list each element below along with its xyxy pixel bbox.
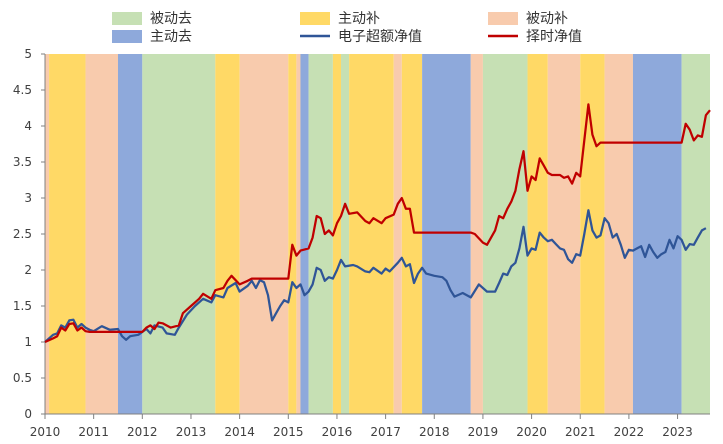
- x-tick-label: 2018: [419, 425, 450, 439]
- x-tick-label: 2021: [565, 425, 596, 439]
- x-tick-label: 2013: [176, 425, 207, 439]
- legend-swatch: [488, 12, 518, 25]
- x-tick-label: 2022: [614, 425, 645, 439]
- regime-band: [527, 54, 548, 414]
- regime-band: [604, 54, 633, 414]
- regime-band: [470, 54, 483, 414]
- regime-band: [296, 54, 301, 414]
- x-tick-label: 2010: [30, 425, 61, 439]
- x-tick-label: 2012: [127, 425, 158, 439]
- x-tick-label: 2014: [224, 425, 255, 439]
- series-line: [44, 209, 707, 343]
- x-tick-label: 2023: [662, 425, 693, 439]
- regime-bands: [45, 54, 710, 414]
- y-tick-label: 5: [24, 47, 32, 61]
- regime-band: [547, 54, 581, 414]
- x-tick-label: 2017: [370, 425, 401, 439]
- y-tick-label: 0.5: [13, 371, 32, 385]
- y-tick-label: 4.5: [13, 83, 32, 97]
- legend-swatch: [300, 12, 330, 25]
- series-lines: [44, 103, 711, 344]
- legend-label: 被动去: [150, 11, 192, 27]
- regime-band: [239, 54, 289, 414]
- regime-band: [349, 54, 394, 414]
- regime-band: [632, 54, 682, 414]
- legend-swatch: [112, 30, 142, 43]
- legend-label: 电子超额净值: [338, 29, 422, 45]
- legend-label: 主动去: [150, 29, 192, 45]
- regime-band: [422, 54, 471, 414]
- axes: 0 0.5 1 1.5 2 2.5 3 3.5 4 4.5 5 2010 2011 2012 2013 201…: [13, 47, 710, 439]
- regime-band: [142, 54, 216, 414]
- legend-label: 择时净值: [526, 29, 582, 45]
- x-tick-label: 2011: [78, 425, 109, 439]
- y-tick-label: 4: [24, 119, 32, 133]
- series-line: [44, 103, 711, 344]
- regime-band: [393, 54, 402, 414]
- x-tick-label: 2020: [516, 425, 547, 439]
- legend-label: 主动补: [338, 11, 380, 27]
- regime-band: [49, 54, 86, 414]
- x-tick-label: 2016: [322, 425, 353, 439]
- y-tick-label: 3: [24, 191, 32, 205]
- regime-band: [681, 54, 710, 414]
- y-tick-label: 2.5: [13, 227, 32, 241]
- x-tick-label: 2019: [468, 425, 499, 439]
- regime-band: [215, 54, 240, 414]
- y-tick-label: 0: [24, 407, 32, 421]
- legend-swatch: [112, 12, 142, 25]
- regime-band: [45, 54, 50, 414]
- regime-band: [401, 54, 423, 414]
- regime-band: [482, 54, 528, 414]
- regime-band: [332, 54, 342, 414]
- regime-band: [117, 54, 143, 414]
- x-tick-label: 2015: [273, 425, 304, 439]
- regime-band: [85, 54, 118, 414]
- y-tick-label: 1: [24, 335, 32, 349]
- y-tick-label: 2: [24, 263, 32, 277]
- legend-label: 被动补: [526, 11, 568, 27]
- y-tick-label: 3.5: [13, 155, 32, 169]
- regime-band: [288, 54, 297, 414]
- y-tick-label: 1.5: [13, 299, 32, 313]
- regime-band: [341, 54, 350, 414]
- regime-band: [300, 54, 309, 414]
